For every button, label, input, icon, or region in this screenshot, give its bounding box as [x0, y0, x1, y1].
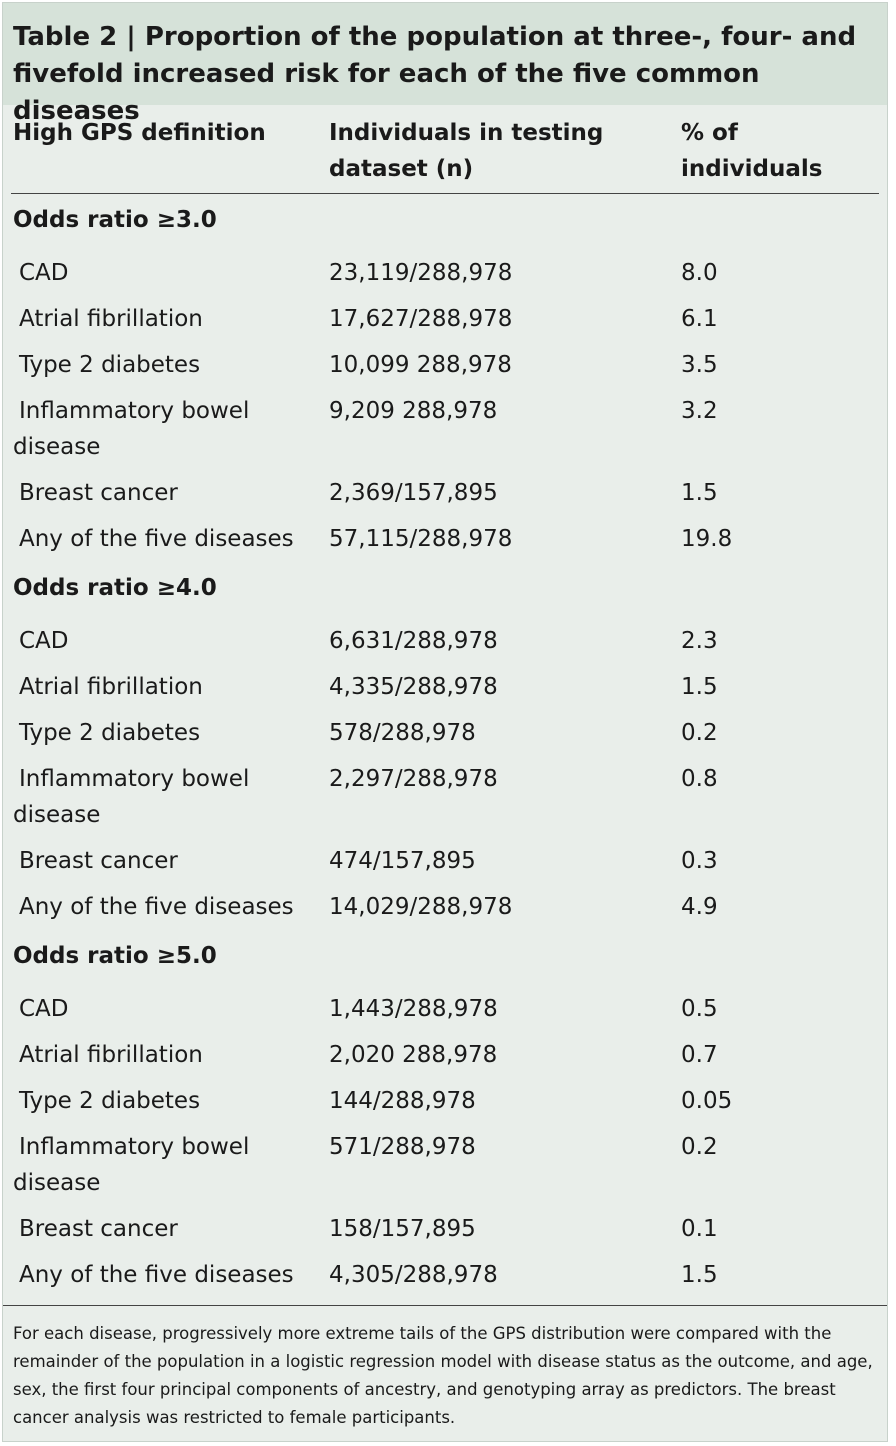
row-label: Any of the five diseases — [19, 526, 294, 552]
table-title: Table 2 | Proportion of the population a… — [3, 3, 887, 126]
data-row: CAD 23,119/288,978 8.0 — [11, 250, 879, 296]
count-cell: 17,627/288,978 — [329, 306, 513, 332]
percent-cell: 0.1 — [681, 1216, 718, 1242]
section-row: Odds ratio ≥5.0 — [11, 930, 879, 986]
row-label: Atrial fibrillation — [19, 674, 203, 700]
data-row: Breast cancer 2,369/157,895 1.5 — [11, 470, 879, 516]
section-heading: Odds ratio ≥4.0 — [13, 575, 217, 601]
count-cell: 14,029/288,978 — [329, 894, 513, 920]
percent-cell: 0.3 — [681, 848, 718, 874]
percent-cell: 1.5 — [681, 480, 718, 506]
row-label: CAD — [19, 260, 69, 286]
data-row: Any of the five diseases 14,029/288,978 4.… — [11, 884, 879, 930]
percent-cell: 0.2 — [681, 1134, 718, 1160]
table-body: Odds ratio ≥3.0 CAD 23,119/288,978 8.0 Atria… — [11, 194, 879, 1299]
count-cell: 10,099 288,978 — [329, 352, 512, 378]
count-cell: 57,115/288,978 — [329, 526, 513, 552]
header-row: High GPS definition Individuals in testi… — [11, 105, 879, 194]
row-label: Inflammatory bowel disease — [13, 1134, 250, 1196]
count-cell: 474/157,895 — [329, 848, 476, 874]
data-table: High GPS definition Individuals in testi… — [11, 105, 879, 1298]
row-label: Inflammatory bowel disease — [13, 398, 250, 460]
count-cell: 23,119/288,978 — [329, 260, 513, 286]
percent-cell: 8.0 — [681, 260, 718, 286]
column-header: High GPS definition — [11, 105, 327, 194]
count-cell: 4,335/288,978 — [329, 674, 498, 700]
percent-cell: 0.05 — [681, 1088, 733, 1114]
count-cell: 4,305/288,978 — [329, 1262, 498, 1288]
data-row: Atrial fibrillation 4,335/288,978 1.5 — [11, 664, 879, 710]
data-row: Breast cancer 474/157,895 0.3 — [11, 838, 879, 884]
row-label: Type 2 diabetes — [19, 1088, 201, 1114]
footnote: For each disease, progressively more ext… — [3, 1305, 887, 1432]
data-row: Inflammatory bowel disease 9,209 288,978 3… — [11, 388, 879, 470]
row-label: Atrial fibrillation — [19, 306, 203, 332]
data-row: Type 2 diabetes 144/288,978 0.05 — [11, 1078, 879, 1124]
count-cell: 1,443/288,978 — [329, 996, 498, 1022]
percent-cell: 19.8 — [681, 526, 733, 552]
data-row: Atrial fibrillation 2,020 288,978 0.7 — [11, 1032, 879, 1078]
row-label: Breast cancer — [19, 480, 178, 506]
section-heading: Odds ratio ≥3.0 — [13, 207, 217, 233]
data-row: Type 2 diabetes 578/288,978 0.2 — [11, 710, 879, 756]
percent-cell: 3.2 — [681, 398, 718, 424]
data-row: Inflammatory bowel disease 2,297/288,978 0… — [11, 756, 879, 838]
percent-cell: 6.1 — [681, 306, 718, 332]
row-label: Type 2 diabetes — [19, 720, 201, 746]
section-heading: Odds ratio ≥5.0 — [13, 943, 217, 969]
data-row: Breast cancer 158/157,895 0.1 — [11, 1206, 879, 1252]
row-label: Inflammatory bowel disease — [13, 766, 250, 828]
row-label: CAD — [19, 996, 69, 1022]
row-label: Type 2 diabetes — [19, 352, 201, 378]
percent-cell: 4.9 — [681, 894, 718, 920]
count-cell: 144/288,978 — [329, 1088, 476, 1114]
percent-cell: 0.8 — [681, 766, 718, 792]
section-row: Odds ratio ≥3.0 — [11, 194, 879, 251]
count-cell: 9,209 288,978 — [329, 398, 498, 424]
count-cell: 2,369/157,895 — [329, 480, 498, 506]
count-cell: 571/288,978 — [329, 1134, 476, 1160]
percent-cell: 3.5 — [681, 352, 718, 378]
row-label: CAD — [19, 628, 69, 654]
percent-cell: 0.2 — [681, 720, 718, 746]
data-row: Any of the five diseases 4,305/288,978 1.5 — [11, 1252, 879, 1298]
row-label: Breast cancer — [19, 1216, 178, 1242]
percent-cell: 1.5 — [681, 1262, 718, 1288]
data-row: Type 2 diabetes 10,099 288,978 3.5 — [11, 342, 879, 388]
data-row: Any of the five diseases 57,115/288,978 19… — [11, 516, 879, 562]
percent-cell: 2.3 — [681, 628, 718, 654]
percent-cell: 1.5 — [681, 674, 718, 700]
count-cell: 2,297/288,978 — [329, 766, 498, 792]
count-cell: 2,020 288,978 — [329, 1042, 498, 1068]
data-row: Atrial fibrillation 17,627/288,978 6.1 — [11, 296, 879, 342]
row-label: Atrial fibrillation — [19, 1042, 203, 1068]
row-label: Any of the five diseases — [19, 894, 294, 920]
data-row: CAD 1,443/288,978 0.5 — [11, 986, 879, 1032]
count-cell: 158/157,895 — [329, 1216, 476, 1242]
percent-cell: 0.7 — [681, 1042, 718, 1068]
section-row: Odds ratio ≥4.0 — [11, 562, 879, 618]
column-header: Individuals in testing dataset (n) — [327, 105, 679, 194]
data-row: CAD 6,631/288,978 2.3 — [11, 618, 879, 664]
row-label: Breast cancer — [19, 848, 178, 874]
count-cell: 578/288,978 — [329, 720, 476, 746]
percent-cell: 0.5 — [681, 996, 718, 1022]
data-row: Inflammatory bowel disease 571/288,978 0.2 — [11, 1124, 879, 1206]
row-label: Any of the five diseases — [19, 1262, 294, 1288]
column-header: % of individuals — [679, 105, 879, 194]
count-cell: 6,631/288,978 — [329, 628, 498, 654]
